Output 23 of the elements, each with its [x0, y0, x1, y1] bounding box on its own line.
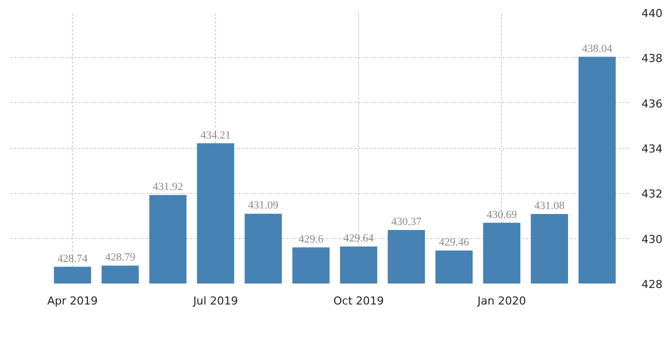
x-tick-label: Jul 2019	[192, 294, 238, 308]
data-label: 428.74	[57, 252, 88, 265]
x-tick-label: Oct 2019	[333, 294, 384, 308]
data-label: 429.6	[298, 233, 324, 246]
x-tick-label: Jan 2020	[476, 294, 526, 308]
data-label: 431.92	[152, 180, 184, 193]
data-label: 438.04	[582, 42, 613, 55]
y-tick-label: 432	[642, 188, 662, 201]
data-label: 430.69	[486, 208, 518, 221]
y-tick-label: 434	[642, 142, 662, 156]
y-tick-label: 440	[642, 7, 662, 20]
y-tick-label: 436	[642, 97, 662, 110]
y-tick-label: 438	[642, 52, 662, 66]
data-label: 431.08	[534, 200, 566, 212]
data-label: 430.37	[391, 216, 422, 228]
data-label: 431.09	[248, 200, 279, 212]
y-tick-label: 428	[642, 278, 662, 291]
data-label: 429.64	[344, 232, 374, 244]
data-label: 428.79	[105, 252, 136, 264]
x-tick-label: Apr 2019	[47, 294, 98, 308]
data-label: 434.21	[200, 129, 231, 142]
data-label: 429.46	[438, 236, 470, 249]
y-tick-label: 430	[642, 232, 662, 246]
